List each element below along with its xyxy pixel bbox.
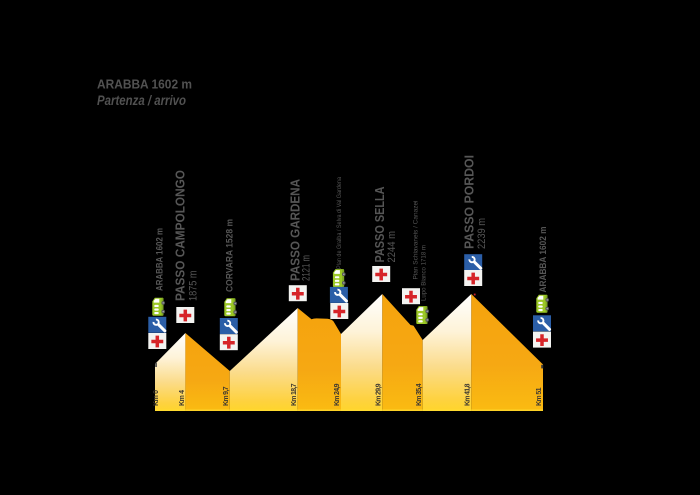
svg-text:Km 35,4: Km 35,4: [416, 383, 423, 406]
svg-text:1875 m: 1875 m: [187, 271, 199, 302]
svg-text:Km 41,8: Km 41,8: [465, 383, 472, 406]
svg-text:Km 9,7: Km 9,7: [223, 386, 230, 406]
svg-text:ARABBA 1602 m: ARABBA 1602 m: [154, 228, 165, 291]
svg-text:Pian Schiavaneis / Canazei: Pian Schiavaneis / Canazei: [412, 200, 419, 279]
svg-text:CORVARA 1528 m: CORVARA 1528 m: [225, 219, 236, 292]
svg-text:Km 0: Km 0: [153, 390, 160, 406]
svg-text:Km 18,7: Km 18,7: [291, 383, 298, 406]
svg-text:2239 m: 2239 m: [476, 218, 488, 249]
svg-text:PASSO GARDENA: PASSO GARDENA: [288, 178, 303, 281]
svg-text:Km 4: Km 4: [179, 390, 186, 406]
svg-text:PASSO PORDOI: PASSO PORDOI: [462, 155, 477, 249]
svg-text:PASSO SELLA: PASSO SELLA: [372, 186, 387, 263]
svg-text:Km 51: Km 51: [536, 387, 543, 406]
svg-text:PASSO CAMPOLONGO: PASSO CAMPOLONGO: [172, 170, 187, 301]
svg-text:Lupo Bianco 1718 m: Lupo Bianco 1718 m: [421, 245, 428, 301]
svg-text:Km 29,9: Km 29,9: [375, 383, 382, 406]
svg-text:Km 24,9: Km 24,9: [334, 383, 341, 406]
svg-text:Plan de Gralba / Selva di Val: Plan de Gralba / Selva di Val Gardena: [336, 177, 343, 269]
svg-text:2121 m: 2121 m: [301, 255, 313, 281]
svg-text:Partenza / arrivo: Partenza / arrivo: [97, 93, 186, 108]
svg-text:ARABBA 1602 m: ARABBA 1602 m: [97, 77, 192, 92]
svg-text:ARABBA 1602 m: ARABBA 1602 m: [538, 227, 549, 293]
svg-text:2244 m: 2244 m: [386, 231, 398, 263]
